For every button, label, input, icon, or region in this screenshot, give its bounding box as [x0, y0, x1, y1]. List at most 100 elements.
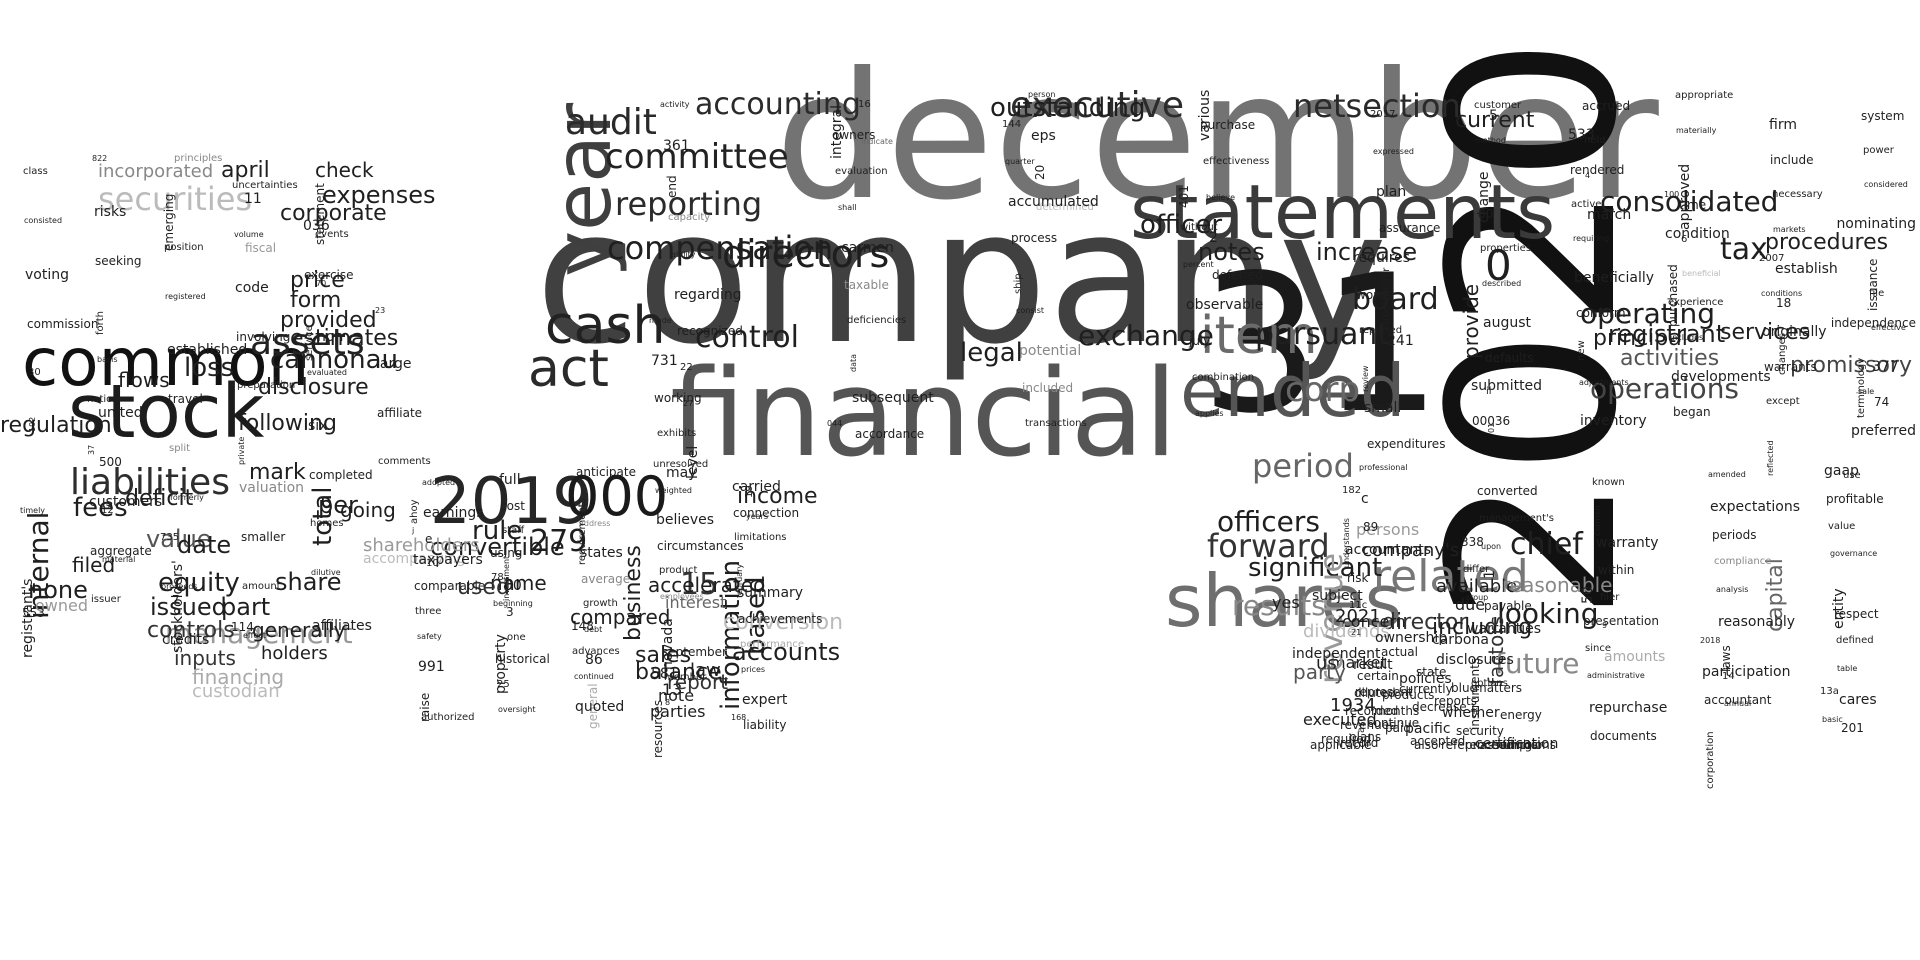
- word-applicable: applicable: [1310, 738, 1372, 752]
- word-include: include: [1770, 153, 1814, 167]
- word-ability: ability: [671, 250, 696, 259]
- word-value: value: [1828, 521, 1856, 532]
- word-fair: fair: [1502, 738, 1522, 752]
- word-united: united: [98, 405, 143, 421]
- word-believes: believes: [656, 512, 715, 528]
- word-adopted: adopted: [422, 478, 456, 487]
- word-resources: resources: [651, 699, 665, 758]
- word-limitations: limitations: [734, 532, 787, 543]
- word-participation: participation: [1702, 664, 1791, 680]
- word-18: 18: [1776, 296, 1792, 310]
- word-none: none: [28, 576, 88, 604]
- word-30: 30: [28, 367, 41, 378]
- word-735: 735: [160, 532, 180, 543]
- word-large: large: [376, 356, 412, 372]
- word-significant: significant: [1248, 553, 1383, 583]
- word-148: 148: [571, 619, 594, 633]
- word-mark: mark: [249, 460, 306, 485]
- word-words: words: [1356, 288, 1392, 302]
- word-transactions: transactions: [1025, 418, 1087, 429]
- word-amended: amended: [1708, 470, 1746, 479]
- word-inventory: inventory: [1580, 413, 1647, 429]
- word-involving: involving: [236, 330, 291, 344]
- word-end: end: [665, 174, 679, 198]
- word-market: market: [1330, 653, 1387, 672]
- word-cannonau: cannonau: [270, 345, 398, 375]
- word-experience: experience: [1668, 297, 1724, 308]
- word-ship: ship: [1013, 273, 1024, 294]
- word-effect: effect: [243, 631, 266, 640]
- word-change: change: [1476, 171, 1492, 224]
- word-board: board: [1352, 282, 1439, 317]
- word-current: current: [1455, 108, 1535, 133]
- word-102: 102: [28, 417, 37, 433]
- word-recognized: recognized: [677, 324, 743, 338]
- word-raise: raise: [418, 692, 432, 722]
- word-beginning: beginning: [493, 599, 533, 608]
- word-split: split: [169, 443, 191, 454]
- word-comparable: comparable: [414, 579, 486, 593]
- word-per: per: [318, 491, 358, 519]
- word-developments: developments: [1671, 369, 1771, 385]
- word-described: described: [1482, 279, 1522, 288]
- word-products: products: [1382, 688, 1435, 702]
- word-volume: volume: [234, 230, 264, 239]
- word-officers: officers: [1217, 505, 1320, 538]
- word-held: held: [1584, 135, 1606, 146]
- word-services: services: [1720, 320, 1811, 345]
- word-required: required: [1321, 732, 1372, 746]
- word-amount: amount: [242, 581, 281, 592]
- word-asc: asc: [1356, 716, 1367, 733]
- word-name: name: [490, 571, 547, 595]
- word-defaults: defaults: [1485, 351, 1534, 365]
- word-182: 182: [1342, 485, 1362, 496]
- word-taxable: taxable: [844, 278, 889, 292]
- word-5: 5: [1489, 108, 1498, 124]
- word-controls: controls: [147, 618, 235, 643]
- word-payable: payable: [1484, 599, 1532, 613]
- word-114: 114: [231, 620, 254, 634]
- word-persons: persons: [1356, 520, 1420, 539]
- word-us: us: [1316, 653, 1337, 674]
- word-known: known: [1592, 477, 1625, 488]
- word-11: 11: [244, 191, 262, 207]
- word-100: 100: [1664, 190, 1680, 199]
- word-conversion: conversion: [723, 610, 844, 635]
- word-travel: travel: [168, 392, 203, 406]
- word-officer: officer: [1140, 210, 1223, 240]
- word-average: average: [581, 572, 631, 586]
- word-december: december: [775, 36, 1659, 239]
- word-risks: risks: [94, 204, 127, 220]
- word-also: also: [1414, 738, 1439, 752]
- word-23: 23: [375, 306, 386, 315]
- word-chief: chief: [1510, 527, 1583, 562]
- word-non: non: [317, 329, 344, 345]
- word-energy: energy: [1500, 708, 1542, 722]
- word-oversight: oversight: [498, 705, 536, 714]
- word-ii: ii: [1486, 386, 1492, 397]
- word-member: member: [664, 672, 707, 683]
- word-comments: comments: [378, 456, 431, 467]
- word-disclosures: disclosures: [1436, 652, 1514, 668]
- word-looking: looking: [1497, 597, 1599, 630]
- word-professional: professional: [1359, 463, 1408, 472]
- word-july: july: [1189, 334, 1211, 348]
- word-accounting: accounting: [695, 87, 861, 122]
- word-expenditures: expenditures: [1367, 437, 1446, 451]
- word-shares: shares: [1165, 559, 1403, 643]
- word-may: may: [666, 465, 697, 481]
- word-corporation: corporation: [1705, 731, 1716, 789]
- word-owners: owners: [832, 128, 876, 142]
- word-system: system: [1861, 109, 1905, 123]
- word-168: 168: [731, 713, 747, 722]
- word-80: 80: [1478, 207, 1494, 221]
- word-product: product: [659, 565, 698, 576]
- word-2018: 2018: [1700, 636, 1721, 645]
- word-applies: applies: [1195, 409, 1224, 418]
- word-control: control: [695, 320, 799, 355]
- word-plan: plan: [1376, 184, 1407, 200]
- word-beneficially: beneficially: [1574, 270, 1655, 286]
- word-events: events: [315, 229, 349, 240]
- word-report: report: [667, 670, 729, 694]
- word-growth: growth: [583, 598, 618, 609]
